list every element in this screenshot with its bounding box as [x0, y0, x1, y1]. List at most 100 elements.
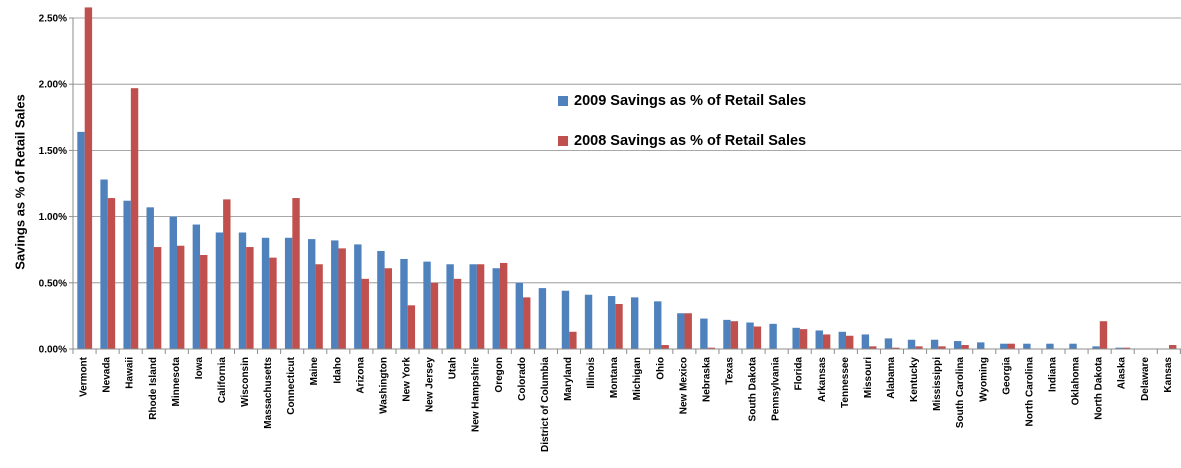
bar-2009: [538, 288, 547, 349]
x-tick-label: Arkansas: [817, 357, 828, 402]
x-tick-label: North Carolina: [1024, 357, 1035, 427]
bar-2008: [961, 345, 969, 349]
x-tick-label: Maine: [309, 357, 320, 386]
bar-2008: [846, 335, 854, 349]
bar-2009: [492, 268, 500, 349]
legend-item-2009: 2009 Savings as % of Retail Sales: [558, 90, 806, 111]
bar-2008: [938, 346, 946, 349]
bar-2008: [1099, 321, 1108, 349]
x-tick-label: Oklahoma: [1071, 357, 1082, 406]
x-tick-label: Mississippi: [932, 357, 943, 411]
bar-2009: [607, 296, 616, 349]
x-tick-label: Oregon: [494, 357, 505, 393]
x-tick-label: South Dakota: [748, 357, 759, 422]
bar-2008: [361, 278, 369, 349]
bar-2008: [430, 282, 439, 349]
bar-2009: [1092, 346, 1100, 349]
legend-label-2008: 2008 Savings as % of Retail Sales: [574, 132, 807, 149]
bar-2009: [907, 339, 916, 349]
x-tick-label: Illinois: [586, 357, 597, 389]
bar-2009: [953, 341, 962, 349]
legend-item-2008: 2008 Savings as % of Retail Sales: [558, 130, 806, 151]
bar-2009: [769, 323, 777, 349]
bar-2008: [707, 347, 715, 349]
bar-2009: [169, 216, 177, 349]
x-tick-label: New Mexico: [678, 357, 689, 414]
bar-2009: [146, 207, 154, 349]
bar-2008: [246, 247, 254, 349]
bar-2008: [1122, 347, 1131, 349]
bar-2009: [630, 297, 639, 349]
bar-2008: [661, 345, 669, 349]
bar-2009: [792, 327, 800, 349]
y-axis-ticks: 0.00% 0.50% 1.00% 1.50% 2.00% 2.50%: [39, 14, 73, 356]
bar-2009: [838, 331, 847, 349]
x-tick-label: Washington: [378, 357, 389, 414]
y-tick-label: 2.00%: [39, 80, 67, 91]
y-tick-label: 2.50%: [39, 14, 67, 25]
bar-2009: [331, 240, 339, 349]
bar-2008: [892, 347, 900, 349]
bar-2008: [200, 255, 208, 349]
x-tick-label: Delaware: [1140, 357, 1151, 401]
bar-2009: [1069, 343, 1077, 349]
bar-2009: [677, 313, 685, 349]
x-tick-label: Iowa: [194, 357, 205, 380]
legend: 2009 Savings as % of Retail Sales 2008 S…: [558, 90, 806, 170]
x-tick-label: Georgia: [1001, 357, 1012, 395]
bar-2008: [269, 257, 277, 349]
bar-2009: [377, 251, 385, 349]
bar-2009: [192, 224, 201, 349]
x-tick-label: Ohio: [655, 357, 666, 380]
bar-2008: [753, 326, 762, 349]
bar-2009: [584, 294, 593, 349]
bar-2009: [261, 237, 270, 349]
bar-2008: [292, 198, 300, 349]
x-tick-label: Nebraska: [701, 357, 712, 402]
bar-2008: [223, 199, 231, 349]
bar-2008: [615, 303, 623, 349]
bar-2008: [523, 297, 531, 349]
bar-2008: [407, 305, 416, 349]
x-tick-label: Pennsylvania: [771, 357, 782, 421]
bar-2009: [100, 179, 108, 349]
x-tick-label: California: [217, 357, 228, 404]
bar-2008: [799, 329, 808, 349]
bar-2008: [453, 278, 462, 349]
bar-2008: [84, 7, 93, 349]
x-tick-label: Indiana: [1047, 357, 1058, 392]
legend-swatch-2008: [558, 135, 568, 146]
bar-2009: [400, 258, 408, 349]
gridlines: [73, 17, 1181, 284]
bar-2009: [884, 338, 893, 349]
x-tick-label: Michigan: [632, 357, 643, 400]
x-tick-label: Kentucky: [909, 357, 920, 402]
x-tick-label: Alaska: [1117, 357, 1128, 390]
bars: [77, 7, 1177, 350]
x-tick-label: Minnesota: [171, 357, 182, 407]
bar-2009: [308, 239, 316, 349]
bar-2009: [1023, 343, 1031, 349]
x-tick-label: Wyoming: [978, 357, 989, 402]
x-tick-label: Colorado: [517, 357, 528, 401]
bar-2009: [861, 334, 870, 349]
bar-2008: [476, 264, 485, 349]
bar-2008: [107, 198, 116, 349]
bar-2009: [700, 318, 708, 349]
x-tick-label: Massachusetts: [263, 357, 274, 429]
bar-2009: [977, 342, 985, 349]
x-tick-label: New York: [402, 357, 413, 402]
x-tick-label: South Carolina: [955, 357, 966, 429]
bar-2009: [1115, 347, 1123, 349]
x-tick-label: Wisconsin: [240, 357, 251, 407]
x-tick-label: North Dakota: [1094, 357, 1105, 420]
bar-2009: [930, 339, 939, 349]
x-tick-label: New Hampshire: [471, 357, 482, 432]
bar-2009: [815, 330, 823, 349]
bar-2009: [354, 244, 362, 349]
bar-2008: [176, 245, 185, 349]
bar-2008: [130, 88, 139, 350]
bar-2008: [730, 321, 739, 349]
legend-label-2009: 2009 Savings as % of Retail Sales: [574, 92, 807, 109]
